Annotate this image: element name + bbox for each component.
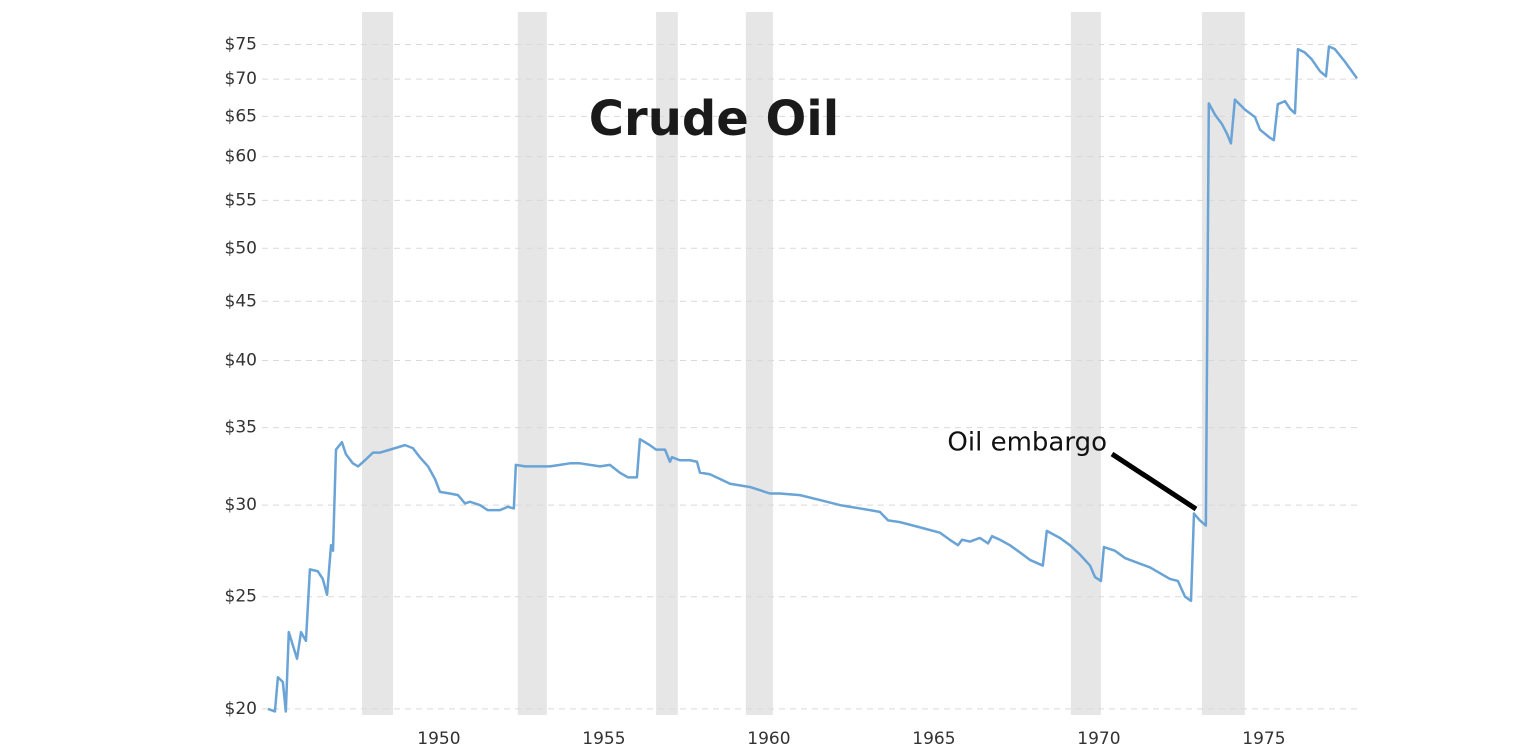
y-tick-label: $25 (225, 587, 257, 607)
x-tick-label: 1965 (912, 729, 955, 749)
annotation: Oil embargo (947, 428, 1107, 458)
series (267, 45, 1359, 713)
y-tick-label: $55 (225, 190, 257, 210)
recession-band (517, 12, 547, 715)
recession-band (745, 12, 773, 715)
y-tick-label: $45 (225, 291, 257, 311)
labels: $20 $25 $30 $35 $40 $45 $50 $55 $60 $65 $70 $75 1950… (225, 34, 1286, 749)
y-tick-label: $60 (225, 147, 257, 167)
y-tick-label: $65 (225, 106, 257, 126)
x-tick-label: 1950 (417, 729, 460, 749)
recession-band (1070, 12, 1101, 715)
y-tick-label: $40 (225, 350, 257, 370)
x-tick-label: 1970 (1077, 729, 1120, 749)
y-tick-label: $30 (225, 495, 257, 515)
x-tick-label: 1955 (582, 729, 625, 749)
y-tick-label: $70 (225, 69, 257, 89)
chart-title: Crude Oil (589, 91, 839, 147)
y-tick-label: $35 (225, 418, 257, 438)
y-tick-label: $20 (225, 699, 257, 719)
x-tick-label: 1960 (747, 729, 790, 749)
recession-band (656, 12, 678, 715)
y-tick-label: $50 (225, 238, 257, 258)
x-tick-label: 1975 (1242, 729, 1285, 749)
recession-band (362, 12, 394, 715)
annotation-leader (1110, 451, 1198, 512)
y-tick-label: $75 (225, 34, 257, 54)
price-line (267, 45, 1359, 713)
